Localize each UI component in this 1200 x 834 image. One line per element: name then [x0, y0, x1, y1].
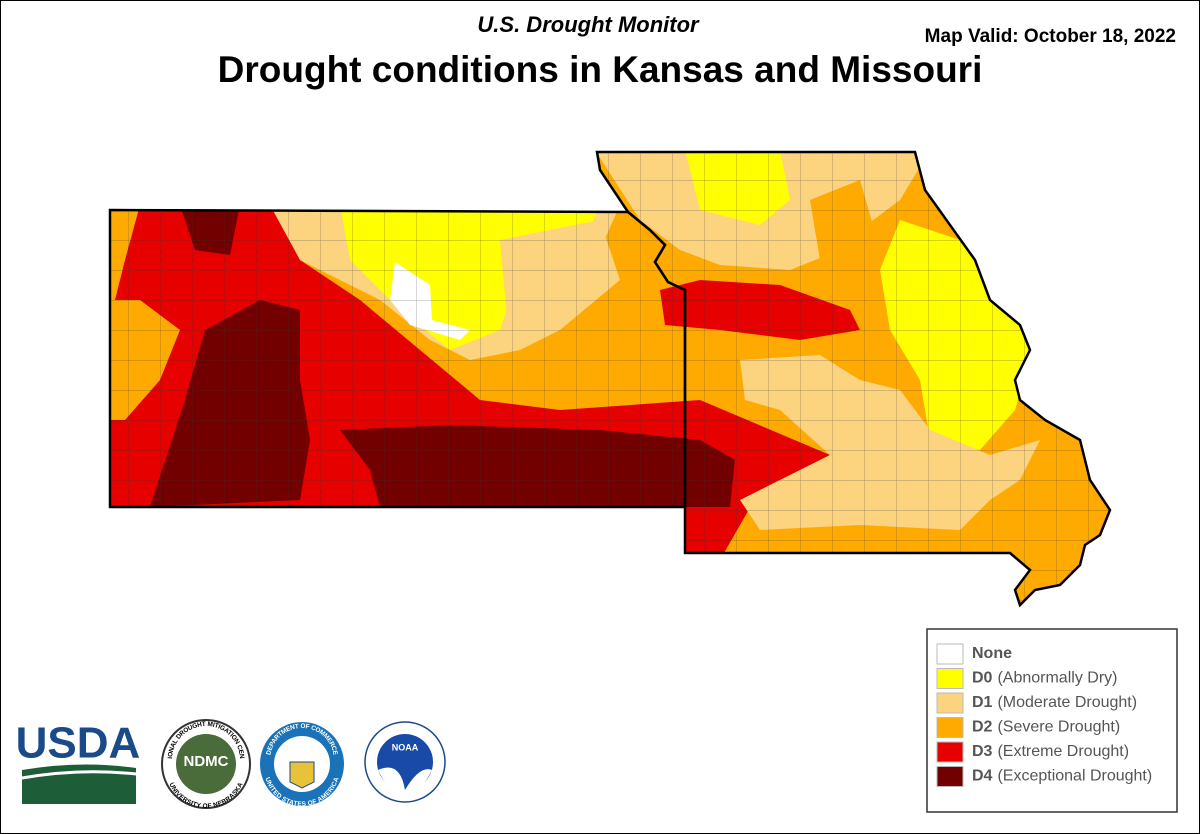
legend-code: D1	[972, 694, 993, 711]
legend-label: D0 (Abnormally Dry)	[972, 670, 1117, 687]
ndmc-text: NDMC	[184, 753, 229, 770]
legend-swatch	[936, 643, 964, 665]
legend-code: D0	[972, 670, 993, 687]
legend-box	[926, 628, 1178, 813]
legend-description: (Extreme Drought)	[997, 743, 1129, 760]
legend-code: D2	[972, 719, 993, 736]
usda-text: USDA	[16, 719, 141, 768]
legend-swatch	[936, 668, 964, 689]
legend-description: (Exceptional Drought)	[997, 768, 1152, 785]
legend-swatch	[936, 692, 964, 714]
legend-swatch	[936, 766, 964, 787]
doc-logo: DEPARTMENT OF COMMERCE UNITED STATES OF …	[260, 722, 344, 808]
legend-description: (Abnormally Dry)	[997, 670, 1117, 687]
ndmc-disc	[176, 734, 236, 794]
doc-shield	[289, 761, 315, 789]
missouri-border	[595, 150, 1112, 608]
legend-swatch	[936, 741, 964, 763]
legend-label: D2 (Severe Drought)	[972, 719, 1120, 736]
noaa-text: NOAA	[392, 742, 419, 752]
usda-field	[22, 764, 136, 804]
legend-label: D4 (Exceptional Drought)	[972, 768, 1152, 785]
legend-description: (Moderate Drought)	[997, 694, 1137, 711]
legend-code: D3	[972, 743, 993, 760]
legend-code: D4	[972, 768, 993, 785]
usda-stripe	[21, 770, 137, 780]
usda-logo: USDA	[16, 719, 141, 804]
legend-swatch	[936, 717, 964, 738]
valid-date: Map Valid: October 18, 2022	[925, 26, 1176, 47]
noaa-bird	[378, 767, 432, 791]
subtitle: U.S. Drought Monitor	[477, 12, 700, 37]
legend-label: D1 (Moderate Drought)	[972, 694, 1137, 711]
legend-description: (Severe Drought)	[997, 719, 1120, 736]
legend-label: None	[972, 645, 1012, 662]
title: Drought conditions in Kansas and Missour…	[218, 49, 983, 90]
legend-code: None	[972, 645, 1012, 662]
noaa-logo: NOAA	[364, 721, 446, 803]
legend-label: D3 (Extreme Drought)	[972, 743, 1129, 760]
